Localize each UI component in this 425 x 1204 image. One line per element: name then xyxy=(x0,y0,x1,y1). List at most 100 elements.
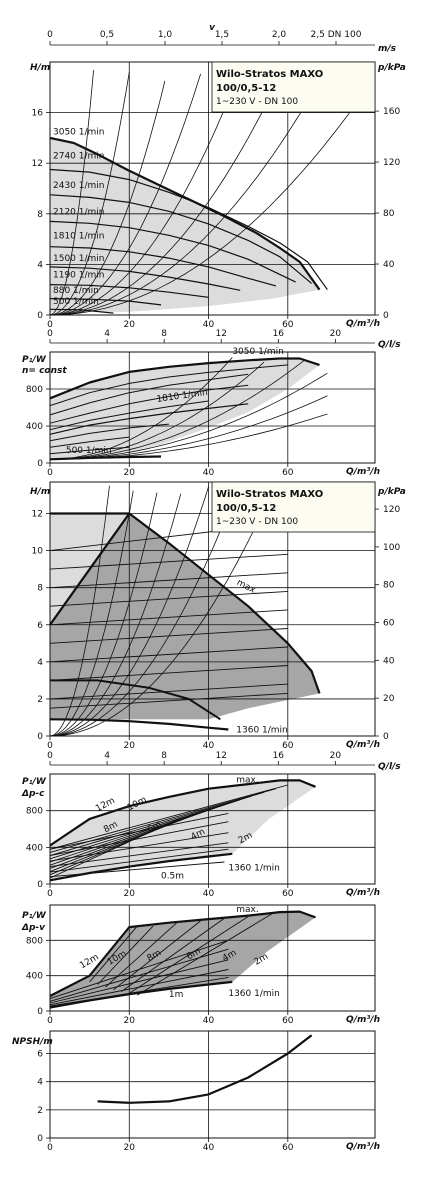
p1_const-family-line xyxy=(49,446,130,455)
hq_dpv-family-line xyxy=(49,665,288,681)
p1_const-y-label: P₁/W xyxy=(22,355,47,365)
lps-axis-2-tick-label: 4 xyxy=(104,751,110,761)
hq_dpv-family-line xyxy=(49,490,237,737)
hq_const-series-line xyxy=(49,246,277,287)
p1_const-x2-tick-label: 12 xyxy=(215,329,226,339)
hq_dpv-y2-tick-label: 120 xyxy=(383,505,400,515)
p1_dpc-frame xyxy=(49,773,376,885)
p1_const-x2-tick-label: 16 xyxy=(273,329,285,339)
hq_dpv-y2-tick-label: 80 xyxy=(383,581,395,591)
npsh-x-tick-label: 60 xyxy=(282,1143,294,1153)
p1_dpc-curve-label: 1360 1/min xyxy=(228,863,279,873)
p1_dpc-family-line xyxy=(49,821,229,857)
p1_dpv-family-line xyxy=(49,948,229,1002)
hq_dpv-family-line xyxy=(49,572,288,589)
p1_const-family-line xyxy=(49,400,209,431)
hq_const-family-line xyxy=(49,68,285,316)
p1_const-y-tick-label: 0 xyxy=(37,459,43,469)
p1_dpc-family-line xyxy=(49,817,181,879)
hq_const-y-label: H/m xyxy=(30,63,50,73)
hq_dpv-family-line xyxy=(49,485,110,737)
p1_dpc-family-line xyxy=(49,813,193,876)
p1_dpv-family-line xyxy=(121,917,225,992)
p1_dpv-family-line xyxy=(49,959,229,1004)
p1_const-family-line xyxy=(49,423,169,442)
npsh-x-tick-label: 40 xyxy=(203,1143,215,1153)
info-box xyxy=(211,61,376,113)
p1_const-x-tick-label: 20 xyxy=(124,468,136,478)
p1_const-family-line xyxy=(49,360,304,460)
p1_dpv-x-tick-label: 60 xyxy=(282,1016,294,1026)
p1_dpv-y-tick-label: 800 xyxy=(26,936,43,946)
velocity-axis-label: v xyxy=(209,23,216,33)
hq_dpv-x-label: Q/m³/h xyxy=(346,740,380,750)
p1_const-speed-label: 500 1/min xyxy=(66,446,112,456)
hq_dpv-series-line xyxy=(50,512,321,694)
hq_dpv-x-tick-label: 60 xyxy=(282,741,294,751)
p1_const-series-line xyxy=(49,357,320,400)
hq_dpv-min-label: 1360 1/min xyxy=(236,725,288,735)
p1_const-series-line xyxy=(49,403,249,435)
p1_const-x2-label: Q/l/s xyxy=(378,340,401,350)
lps-axis-2-tick-label: 16 xyxy=(273,751,285,761)
p1_dpv-curve-label: 1m xyxy=(169,990,184,1000)
hq_const-family-line xyxy=(49,80,166,316)
p1_dpc-family-line xyxy=(49,784,288,850)
hq_dpv-x-tick-label: 40 xyxy=(203,741,215,751)
hq_const-y-tick-label: 8 xyxy=(37,210,43,220)
p1_dpc-series-line xyxy=(49,779,316,847)
hq_const-series-line xyxy=(49,298,162,306)
p1_const-frame xyxy=(49,351,376,464)
hq_dpv-y2-tick-label: 40 xyxy=(383,656,395,666)
hq_const-y2-tick-label: 120 xyxy=(383,158,400,168)
hq_const-speed-label: 1810 1/min xyxy=(53,231,105,241)
hq_const-y2-tick-label: 160 xyxy=(383,107,400,117)
info-box-model: 100/0,5-12 xyxy=(216,83,276,94)
hq_dpv-y2-tick-label: 60 xyxy=(383,619,395,629)
hq_dpv-family-line xyxy=(49,683,288,700)
p1_const-family-line xyxy=(49,373,249,416)
p1_dpc-family-line xyxy=(49,842,229,868)
p1_const-family-line xyxy=(49,364,288,407)
hq_const-family-line xyxy=(49,73,324,316)
info-box-2-model: 100/0,5-12 xyxy=(216,503,276,514)
hq_dpv-family-line xyxy=(49,692,288,709)
p1_dpv-y-tick-label: 0 xyxy=(37,1007,43,1017)
hq_const-speed-label: 500 1/min xyxy=(53,297,99,307)
p1_dpc-y-tick-label: 400 xyxy=(26,843,43,853)
hq_dpv-family-line xyxy=(49,512,131,626)
hq_const-family-line xyxy=(50,88,368,316)
hq_dpv-y2-tick-label: 100 xyxy=(383,543,400,553)
hq_const-x-label: Q/m³/h xyxy=(346,319,380,329)
p1_dpv-family-line xyxy=(89,925,138,983)
npsh-y-tick-label: 4 xyxy=(37,1078,43,1088)
hq_dpv-family-line xyxy=(49,590,288,607)
p1_const-x2-tick-label: 20 xyxy=(330,329,342,339)
p1_dpc-curve-label: 0.5m xyxy=(161,872,184,882)
p1_dpv-x-label: Q/m³/h xyxy=(346,1015,380,1025)
hq_const-series-line xyxy=(49,194,312,284)
lps-axis-2-tick-label: 8 xyxy=(161,751,167,761)
p1_const-family-line xyxy=(49,357,233,460)
velocity-tick-label: 0 xyxy=(47,30,53,40)
p1_dpc-y-tick-label: 800 xyxy=(26,807,43,817)
hq_dpv-family-line xyxy=(49,646,288,663)
p1_dpv-family-line xyxy=(136,913,273,996)
p1_dpv-y-label-extra: Δp-v xyxy=(21,923,46,933)
p1_dpv-curve-label: 1360 1/min xyxy=(228,989,279,999)
velocity-tick-label: 1,0 xyxy=(158,30,173,40)
hq_const-family-line xyxy=(49,70,94,316)
p1_dpc-y-label-extra: Δp-c xyxy=(21,789,45,799)
hq_dpv-x-tick-label: 20 xyxy=(124,741,136,751)
npsh-x-tick-label: 0 xyxy=(47,1143,53,1153)
hq_const-series-line xyxy=(49,308,114,314)
velocity-tick-label: 1,5 xyxy=(215,30,229,40)
p1_dpv-frame xyxy=(49,904,376,1012)
hq_dpv-y-tick-label: 4 xyxy=(37,658,43,668)
npsh-y-tick-label: 2 xyxy=(37,1106,43,1116)
hq_const-speed-label: 2430 1/min xyxy=(53,181,105,191)
info-box-2 xyxy=(211,481,376,533)
hq_const-speed-label: 2120 1/min xyxy=(53,207,105,217)
npsh-y-tick-label: 0 xyxy=(37,1134,43,1144)
p1_const-x2-tick-label: 4 xyxy=(104,329,110,339)
